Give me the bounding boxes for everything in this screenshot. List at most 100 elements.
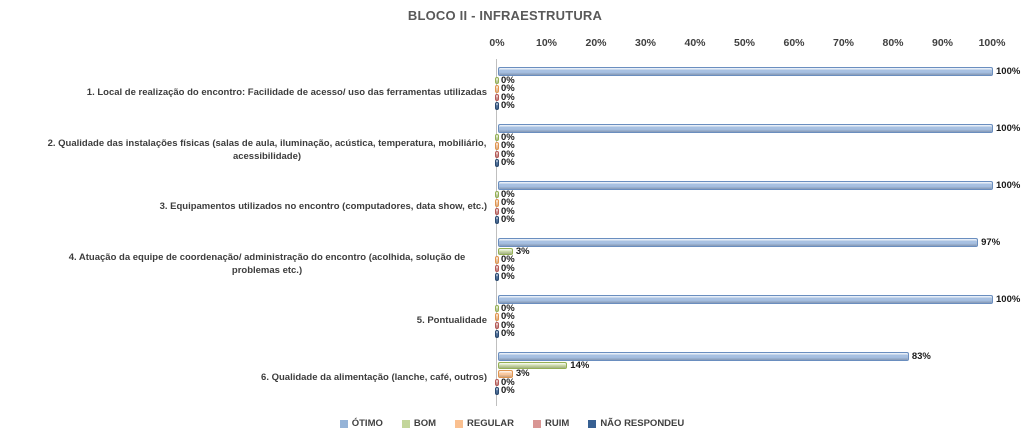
bar-segment [498, 295, 993, 304]
data-label: 100% [996, 123, 1021, 134]
category-label-text: 5. Pontualidade [416, 315, 487, 327]
zero-bar-tick [495, 313, 499, 321]
data-label: 83% [911, 351, 931, 362]
x-axis-tick-label: 40% [684, 37, 706, 49]
data-label: 0% [501, 157, 515, 169]
category-axis-line [496, 59, 497, 406]
category-label: 6. Qualidade da alimentação (lanche, caf… [261, 350, 487, 407]
bar-segment [498, 370, 513, 378]
zero-bar-tick [495, 133, 499, 141]
zero-bar-tick [495, 159, 499, 167]
data-label: 100% [996, 294, 1021, 305]
data-label: 0% [501, 271, 515, 283]
data-label: 0% [501, 385, 515, 397]
data-label: 0% [501, 311, 515, 323]
legend-label: NÃO RESPONDEU [600, 418, 685, 429]
bar-segment [498, 361, 568, 369]
data-label: 3% [515, 245, 530, 257]
data-label: 0% [501, 328, 515, 340]
x-axis-tick-label: 60% [783, 37, 805, 49]
data-label: 0% [501, 302, 515, 314]
bar-segment [498, 238, 979, 247]
legend-swatch [455, 419, 464, 428]
category-label: 4. Atuação da equipe de coordenação/ adm… [47, 236, 487, 293]
x-axis-tick-label: 50% [733, 37, 755, 49]
data-label: 0% [501, 140, 515, 152]
zero-bar-tick [495, 142, 499, 150]
category-label-text: 1. Local de realização do encontro: Faci… [86, 87, 487, 99]
bar-segment [498, 67, 993, 76]
data-label: 0% [501, 214, 515, 226]
data-label: 0% [501, 205, 515, 217]
legend-item: RUIM [533, 418, 569, 429]
zero-bar-tick [495, 387, 499, 395]
data-label: 0% [501, 148, 515, 160]
legend-label: REGULAR [467, 418, 515, 429]
legend-swatch [401, 419, 410, 428]
zero-bar-tick [495, 273, 499, 281]
category-label-text: 2. Qualidade das instalações físicas (sa… [47, 138, 487, 162]
data-label: 0% [501, 100, 515, 112]
legend-item: REGULAR [455, 418, 514, 429]
data-label: 0% [501, 83, 515, 95]
bar-segment [498, 181, 993, 190]
zero-bar-tick [495, 199, 499, 207]
legend-swatch [533, 419, 542, 428]
x-axis-tick-label: 100% [978, 37, 1006, 49]
bar-segment [498, 124, 993, 133]
zero-bar-tick [495, 378, 499, 386]
chart-title: BLOCO II - INFRAESTRUTURA [407, 8, 603, 23]
zero-bar-tick [495, 102, 499, 110]
legend-label: ÓTIMO [351, 418, 383, 429]
zero-bar-tick [495, 85, 499, 93]
data-label: 0% [501, 319, 515, 331]
data-label: 14% [570, 359, 590, 371]
data-label: 100% [996, 66, 1021, 77]
zero-bar-tick [495, 216, 499, 224]
zero-bar-tick [495, 207, 499, 215]
data-label: 0% [501, 376, 515, 388]
bar-segment [498, 352, 909, 361]
legend-swatch [339, 419, 348, 428]
x-axis-tick-label: 10% [535, 37, 557, 49]
zero-bar-tick [495, 190, 499, 198]
zero-bar-tick [495, 264, 499, 272]
category-label: 5. Pontualidade [417, 293, 487, 350]
chart-legend: ÓTIMO BOM REGULAR RUIM NÃO RESPONDEU [0, 418, 1024, 429]
zero-bar-tick [495, 256, 499, 264]
legend-swatch [588, 419, 597, 428]
legend-label: RUIM [545, 418, 570, 429]
zero-bar-tick [495, 304, 499, 312]
x-axis-tick-label: 30% [634, 37, 656, 49]
data-label: 97% [981, 237, 1001, 248]
legend-label: BOM [413, 418, 437, 429]
data-label: 0% [501, 197, 515, 209]
data-label: 0% [501, 131, 515, 143]
data-label: 0% [501, 262, 515, 274]
category-label-text: 6. Qualidade da alimentação (lanche, caf… [261, 372, 487, 384]
x-axis-tick-label: 80% [882, 37, 904, 49]
x-axis-tick-label: 20% [585, 37, 607, 49]
legend-item: BOM [401, 418, 437, 429]
data-label: 3% [515, 368, 530, 380]
category-label: 3. Equipamentos utilizados no encontro (… [160, 179, 487, 236]
legend-item: NÃO RESPONDEU [588, 418, 684, 429]
zero-bar-tick [495, 330, 499, 338]
bar-segment [498, 247, 513, 255]
x-axis-tick-label: 0% [489, 37, 505, 49]
category-label-text: 4. Atuação da equipe de coordenação/ adm… [68, 252, 466, 276]
data-label: 0% [501, 74, 515, 86]
category-label-text: 3. Equipamentos utilizados no encontro (… [159, 201, 487, 213]
x-axis-tick-label: 90% [931, 37, 953, 49]
data-label: 0% [501, 91, 515, 103]
zero-bar-tick [495, 76, 499, 84]
x-axis-tick-label: 70% [832, 37, 854, 49]
category-label: 2. Qualidade das instalações físicas (sa… [47, 122, 487, 179]
zero-bar-tick [495, 150, 499, 158]
category-label: 1. Local de realização do encontro: Faci… [87, 65, 487, 122]
data-label: 0% [501, 188, 515, 200]
zero-bar-tick [495, 321, 499, 329]
data-label: 0% [501, 254, 515, 266]
legend-item: ÓTIMO [339, 418, 383, 429]
